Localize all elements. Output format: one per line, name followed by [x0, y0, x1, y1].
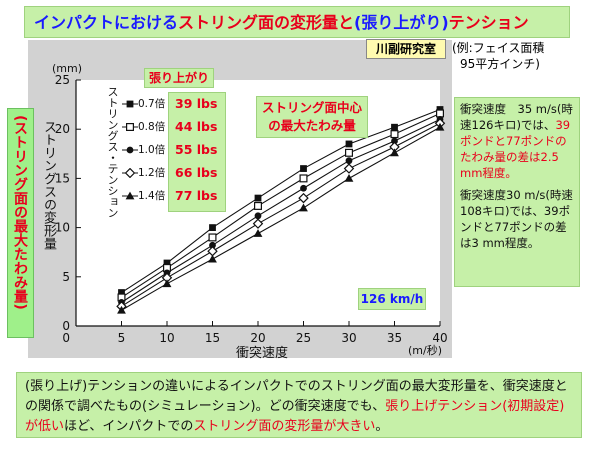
y-tick-label: 20	[55, 122, 70, 136]
x-tick-label: 25	[296, 331, 311, 345]
data-point	[254, 201, 263, 210]
y-tick-label: 5	[62, 270, 70, 284]
data-point	[345, 157, 353, 165]
data-point	[163, 259, 171, 267]
data-point	[126, 100, 134, 108]
data-point	[117, 305, 126, 314]
legend-marker-icon	[122, 100, 138, 108]
data-point	[118, 289, 125, 296]
data-point	[125, 123, 135, 132]
data-point	[209, 241, 216, 249]
data-point	[298, 192, 309, 204]
page-title: インパクトにおけるストリング面の変形量と(張り上がり)テンション	[34, 13, 529, 32]
data-point	[300, 184, 307, 192]
y-axis-unit: (mm)	[52, 62, 83, 75]
data-point	[254, 194, 262, 202]
lbs-list: 39 lbs 44 lbs 55 lbs 66 lbs 77 lbs	[168, 92, 226, 212]
x-tick-label: 20	[250, 331, 265, 345]
legend-label: 1.0倍	[138, 144, 166, 156]
data-point	[345, 148, 354, 157]
x-axis-unit: (m/秒)	[408, 344, 443, 357]
lab-label: 川副研究室	[366, 39, 446, 59]
data-point	[390, 130, 399, 139]
series-line	[121, 109, 441, 294]
data-point	[345, 140, 353, 148]
lbs-label: 44 lbs	[175, 119, 218, 134]
left-side-note: (ストリング面の最大たわみ量)	[7, 108, 34, 338]
series-66-lbs	[116, 118, 446, 312]
data-point	[390, 148, 399, 157]
series-line	[121, 112, 441, 298]
legend-item: 1.2倍	[122, 165, 165, 179]
data-point	[252, 218, 264, 229]
x-tick-label: 10	[159, 331, 174, 345]
x-tick-label: 5	[118, 331, 126, 345]
y-tick-label: 25	[55, 73, 70, 87]
data-point	[254, 212, 262, 220]
legend-marker-icon	[122, 146, 138, 154]
x-tick-label: 15	[205, 331, 220, 345]
legend-title: ストリングス・テンション	[106, 86, 119, 218]
series-77-lbs	[117, 122, 445, 314]
title-banner	[24, 6, 570, 38]
lbs-label: 66 lbs	[175, 165, 218, 180]
data-point	[436, 109, 445, 118]
legend-label: 1.4倍	[138, 190, 166, 202]
x-tick-label: 40	[432, 331, 447, 345]
data-point	[253, 229, 263, 237]
legend-label: 1.2倍	[138, 167, 166, 179]
data-point	[209, 224, 216, 231]
data-point	[299, 203, 308, 212]
data-point	[343, 163, 355, 174]
lbs-label: 77 lbs	[175, 188, 218, 203]
data-point	[391, 123, 398, 131]
data-point	[208, 233, 217, 242]
y-tick-label: 0	[62, 319, 70, 333]
data-point	[299, 174, 308, 183]
y-tick-label: 15	[55, 171, 70, 185]
legend-item: 1.0倍	[122, 142, 165, 156]
x-axis-label: 衝突速度	[236, 346, 289, 361]
y-axis-label: ストリングスの変形量	[41, 120, 56, 250]
legend-item: 1.4倍	[122, 188, 165, 202]
data-point	[435, 122, 445, 131]
data-point	[125, 191, 135, 200]
x-tick-label: 0	[62, 331, 70, 345]
series-line	[121, 126, 441, 311]
series-line	[121, 118, 441, 303]
x-tick-label: 30	[341, 331, 356, 345]
legend-marker-icon	[122, 191, 138, 200]
legend-item: 0.7倍	[122, 96, 165, 110]
data-point	[124, 167, 136, 179]
data-point	[162, 279, 172, 288]
data-point	[208, 254, 217, 263]
bottom-summary-note: (張り上げ)テンションの違いによるインパクトでのストリング面の最大変形量を、衝突…	[16, 372, 582, 438]
harigari-label: 張り上がり	[144, 68, 214, 88]
legend-item: 0.8倍	[122, 119, 165, 133]
data-point	[391, 137, 398, 145]
lbs-label: 39 lbs	[175, 96, 218, 111]
x-tick-label: 35	[387, 331, 402, 345]
data-point	[126, 146, 134, 154]
lbs-label: 55 lbs	[175, 142, 218, 157]
legend-marker-icon	[122, 123, 138, 132]
legend-label: 0.7倍	[138, 98, 166, 110]
legend: 0.7倍 0.8倍 1.0倍 1.2倍 1.4倍	[122, 92, 168, 212]
series-line	[121, 122, 441, 307]
data-point	[300, 165, 307, 172]
speed-tag: 126 km/h	[358, 288, 426, 310]
right-side-note: 衝突速度 35 m/s(時速126キロ)では、39ポンドと77ポンドのたわみ量の…	[454, 97, 580, 287]
example-note: (例:フェイス面積 95平方インチ)	[452, 40, 582, 86]
legend-label: 0.8倍	[138, 121, 166, 133]
legend-marker-icon	[122, 167, 138, 179]
y-tick-label: 10	[55, 221, 70, 235]
series-44-lbs	[117, 109, 445, 302]
data-point	[344, 174, 354, 182]
center-deflection-label: ストリング面中心 の最大たわみ量	[256, 96, 368, 138]
